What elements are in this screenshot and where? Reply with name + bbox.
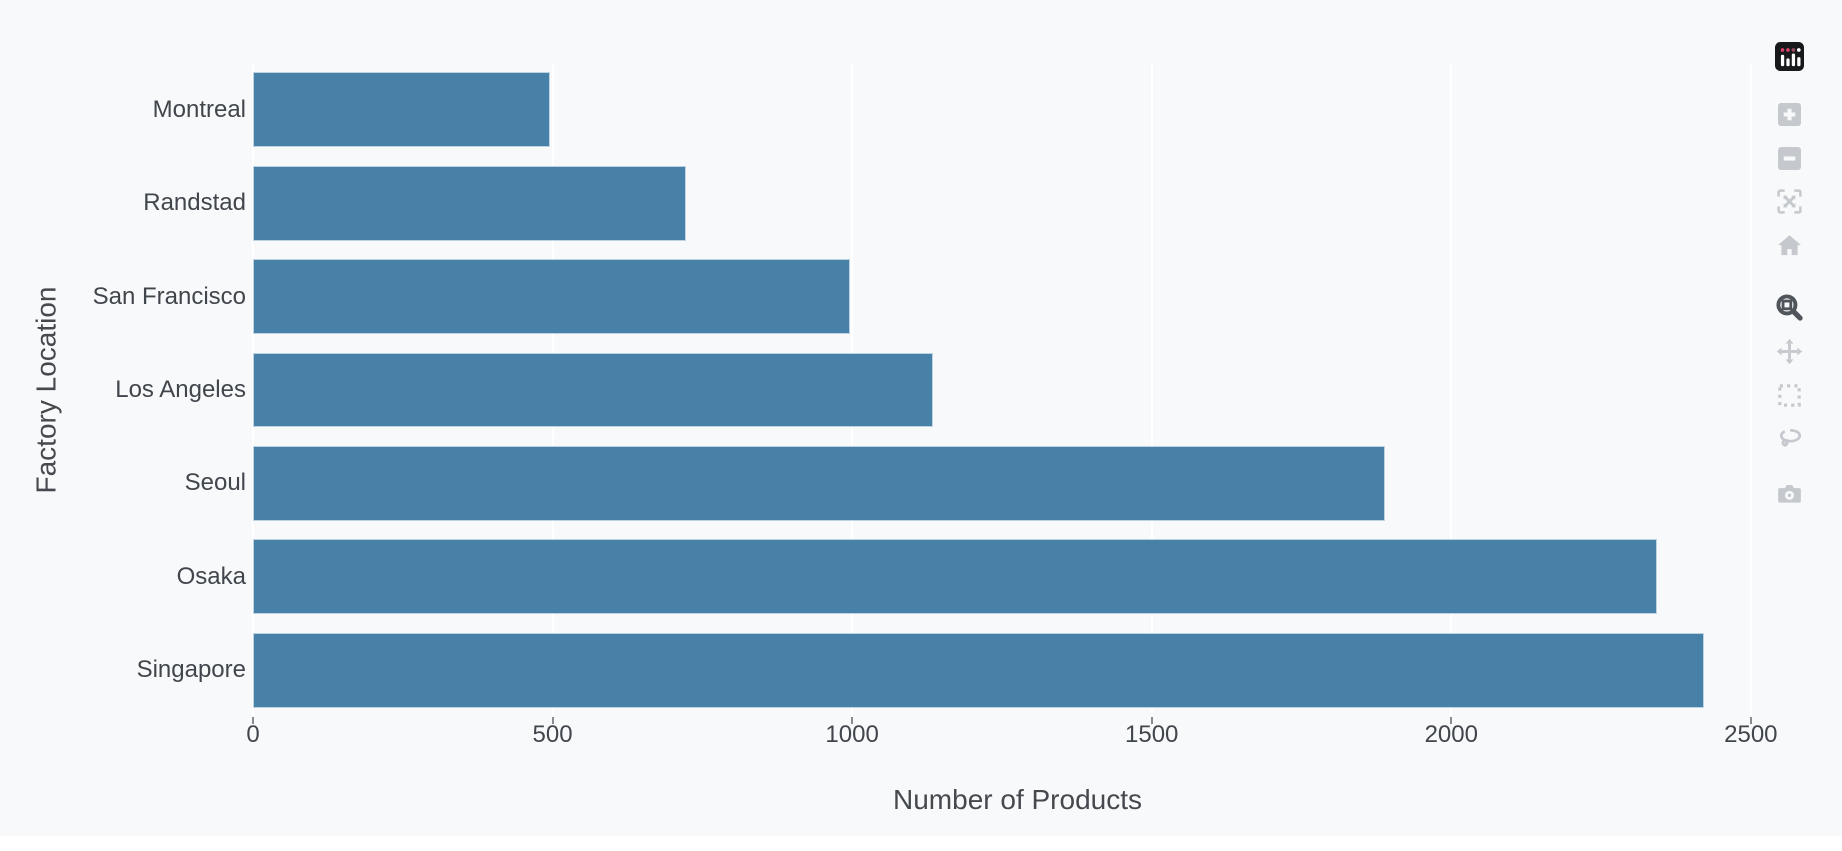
pan-icon[interactable]: [1774, 336, 1805, 367]
gridline: [1150, 63, 1153, 717]
bar-san-francisco[interactable]: [253, 259, 851, 334]
zoom-out-icon[interactable]: [1774, 143, 1805, 174]
y-tick-label: Los Angeles: [115, 375, 246, 403]
x-tick-mark: [1749, 717, 1752, 724]
x-tick-mark: [1450, 717, 1453, 724]
x-tick-label: 500: [532, 721, 573, 748]
bar-los-angeles[interactable]: [253, 352, 934, 428]
gridline: [1450, 63, 1453, 717]
y-tick-label: San Francisco: [92, 282, 246, 310]
gridline: [1749, 63, 1752, 717]
x-tick-mark: [851, 717, 854, 724]
bar-randstad[interactable]: [253, 165, 686, 241]
bar-montreal[interactable]: [253, 72, 550, 148]
x-tick-label: 2500: [1724, 721, 1778, 748]
zoom-in-icon[interactable]: [1774, 99, 1805, 130]
x-tick-mark: [252, 717, 254, 724]
y-tick-label: Montreal: [152, 95, 246, 123]
plotly-logo-icon[interactable]: [1774, 41, 1805, 72]
bottom-whitespace: [0, 836, 1842, 851]
x-tick-label: 2000: [1424, 721, 1478, 748]
home-icon[interactable]: [1774, 230, 1805, 261]
x-tick-mark: [1150, 717, 1153, 724]
autoscale-icon[interactable]: [1774, 186, 1805, 217]
y-tick-label: Seoul: [184, 469, 246, 497]
x-tick-mark: [551, 717, 554, 724]
bar-osaka[interactable]: [253, 539, 1658, 615]
x-tick-label: 1500: [1125, 721, 1179, 748]
lasso-select-icon[interactable]: [1774, 423, 1805, 454]
bar-seoul[interactable]: [253, 446, 1386, 521]
box-select-icon[interactable]: [1774, 380, 1805, 411]
x-axis-title: Number of Products: [893, 784, 1142, 815]
plot-area[interactable]: [252, 63, 1782, 717]
y-tick-label: Randstad: [143, 189, 246, 217]
y-tick-label: Osaka: [176, 562, 246, 590]
x-tick-label: 0: [246, 721, 260, 748]
x-tick-label: 1000: [825, 721, 879, 748]
bar-singapore[interactable]: [253, 632, 1705, 708]
camera-icon[interactable]: [1774, 478, 1805, 509]
y-tick-label: Singapore: [136, 656, 246, 684]
zoom-mode-icon[interactable]: [1774, 292, 1805, 323]
